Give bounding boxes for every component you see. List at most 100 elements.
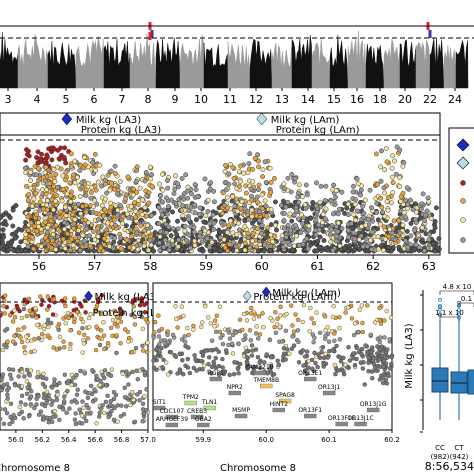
region-point <box>413 242 419 248</box>
region-point <box>330 211 336 217</box>
region-point <box>323 183 329 189</box>
region-point <box>208 180 214 186</box>
region-point <box>385 194 391 200</box>
zoom-right-point <box>362 382 367 387</box>
region-point <box>254 226 260 231</box>
region-point <box>166 241 172 247</box>
zoom-left-point <box>138 310 144 315</box>
region-point <box>72 204 78 210</box>
region-panel: 56 57 58 59 60 61 62 63 Milk kg (LA3)Protein kg… <box>0 112 474 273</box>
zoom-left-point <box>86 315 92 321</box>
region-point <box>241 170 247 176</box>
zoom-right-point <box>256 336 261 341</box>
zoom-right-point <box>320 345 326 350</box>
zoom-left-point <box>1 304 6 309</box>
zoom-left-point <box>68 328 73 333</box>
region-point <box>59 198 65 204</box>
region-point <box>25 198 31 203</box>
region-point <box>432 248 438 254</box>
zoom-right-point <box>191 323 196 329</box>
region-point <box>410 207 416 213</box>
zoom-left-point <box>28 402 33 407</box>
region-point <box>58 209 64 215</box>
zoom-left-point <box>83 418 89 424</box>
zoom-right-point <box>181 313 186 318</box>
zoom-right-point <box>283 328 289 333</box>
zoom-left-point <box>130 369 135 375</box>
zoom-left-point <box>35 322 40 328</box>
region-point <box>156 181 162 187</box>
box-outlier <box>438 303 442 308</box>
region-point <box>234 247 240 253</box>
zoom-right-point <box>244 360 250 366</box>
zoom-left-point <box>24 313 29 319</box>
region-point <box>408 233 414 239</box>
region-point <box>23 219 29 225</box>
region-point <box>222 168 228 174</box>
zoom-right-tick-label: 60.2 <box>384 436 400 444</box>
region-point <box>315 238 321 244</box>
region-point <box>234 232 240 238</box>
zoom-right-point <box>173 316 179 322</box>
zoom-left-point <box>108 402 113 408</box>
region-point <box>250 179 256 185</box>
zoom-right-point <box>173 354 179 359</box>
milk-la3-label: Milk kg (LA3) <box>76 115 141 126</box>
region-tick-label: 61 <box>310 260 324 273</box>
region-point <box>158 229 164 235</box>
chromosome-tick-label: 6 <box>91 93 98 106</box>
zoom-right-point <box>351 351 356 356</box>
zoom-left-point <box>46 304 52 309</box>
region-point <box>104 227 110 233</box>
protein-la3-label: Protein kg (LA3) <box>81 125 161 136</box>
zoom-left-point <box>83 310 88 315</box>
region-point <box>149 213 154 218</box>
region-point <box>148 242 154 248</box>
region-point <box>112 235 118 241</box>
chromosome-tick-label: 18 <box>373 93 387 106</box>
region-point <box>265 225 271 231</box>
region-point <box>165 203 171 209</box>
zoom-right-point <box>262 360 267 365</box>
box-count-label: (942) <box>450 453 469 461</box>
region-point <box>67 247 73 253</box>
region-point <box>370 218 376 224</box>
region-point <box>211 199 217 205</box>
region-point <box>226 181 232 187</box>
region-point <box>358 233 364 239</box>
region-point <box>361 210 367 216</box>
region-point <box>300 194 306 200</box>
zoom-right-point <box>194 368 199 373</box>
region-point <box>57 228 63 234</box>
region-point <box>161 244 167 250</box>
region-point <box>0 244 3 250</box>
zoom-left-point <box>62 372 68 377</box>
gene-bar <box>260 383 273 389</box>
gene-bar <box>203 405 216 411</box>
zoom-left-point <box>111 390 117 395</box>
zoom-left-point <box>24 379 30 384</box>
gene-bar <box>234 413 248 419</box>
region-point <box>263 213 269 219</box>
region-point <box>250 166 255 172</box>
boxplot-content: CC(982) CT(942) 4.8 x 10 1.1 x 10 0.1 <box>420 283 474 461</box>
zoom-left-point <box>142 394 147 399</box>
region-point <box>262 159 268 165</box>
chromosome-tick-label: 12 <box>249 93 263 106</box>
zoom-left-point <box>110 317 116 323</box>
region-point <box>250 231 256 237</box>
region-point <box>202 176 208 182</box>
region-point <box>381 247 386 253</box>
region-point <box>211 245 217 251</box>
zoom-left-point <box>89 391 95 397</box>
zoom-right-ticks: 59.9 60.0 60.1 60.2 <box>196 430 400 444</box>
zoom-right-point <box>182 334 187 339</box>
chromosome-tick-label: 20 <box>398 93 412 106</box>
region-point <box>374 200 380 206</box>
zoom-right-point <box>321 361 326 366</box>
region-point <box>262 241 268 247</box>
zoom-right-point <box>208 321 214 326</box>
zoom-left-point <box>129 350 135 355</box>
zoom-left-point <box>121 412 127 417</box>
zoom-left-point <box>36 394 41 399</box>
